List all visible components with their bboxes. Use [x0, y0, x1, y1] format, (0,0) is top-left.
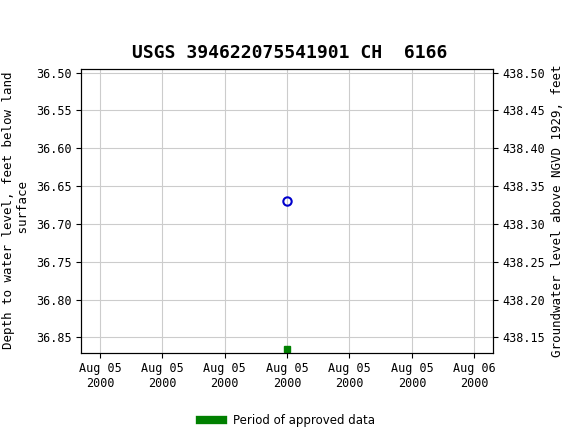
- Text: USGS 394622075541901 CH  6166: USGS 394622075541901 CH 6166: [132, 44, 448, 62]
- Y-axis label: Depth to water level, feet below land
 surface: Depth to water level, feet below land su…: [2, 72, 30, 350]
- Legend: Period of approved data: Period of approved data: [195, 409, 379, 430]
- Y-axis label: Groundwater level above NGVD 1929, feet: Groundwater level above NGVD 1929, feet: [551, 64, 564, 357]
- Text: USGS: USGS: [44, 16, 107, 36]
